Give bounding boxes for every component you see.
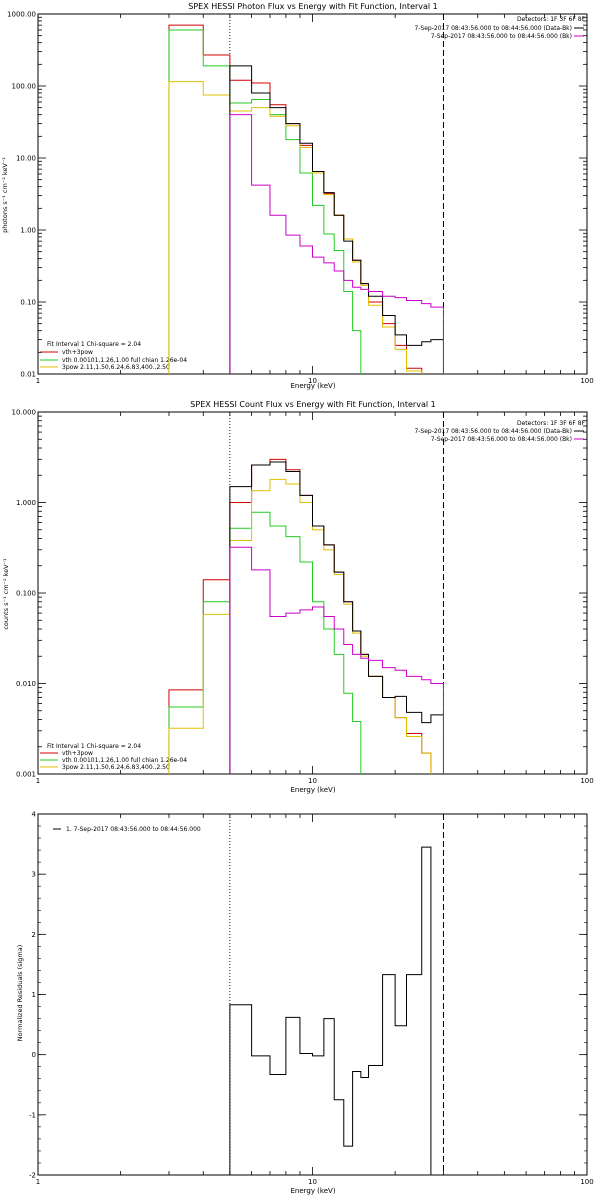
count-y-tick-label: 10.000 <box>12 409 37 417</box>
count-series-vth <box>168 511 444 774</box>
resid-ylabel: Normalized Residuals (sigma) <box>16 945 24 1042</box>
photon-title: SPEX HESSI Photon Flux vs Energy with Fi… <box>188 2 438 11</box>
count-x-tick-label: 100 <box>580 777 593 785</box>
count-series-fit <box>168 458 444 774</box>
count-detectors: Detectors: 1F 3F 6F 8F <box>517 420 586 427</box>
photon-legend-vth: vth 0.00101,1.26,1.00 full chian 1.26e-0… <box>62 357 187 364</box>
count-series-pow <box>168 478 444 774</box>
resid-x-tick-label: 100 <box>580 1178 593 1186</box>
photon-fit-interval: Fit Interval 1 Chi-square = 2.04 <box>47 341 141 348</box>
photon-x-tick-label: 1 <box>36 377 40 385</box>
resid-y-tick-label: 3 <box>32 871 36 879</box>
count-ylabel: counts s⁻¹ cm⁻² keV⁻¹ <box>2 558 10 630</box>
count-series-bk <box>229 546 444 774</box>
count-legend-pow: 3pow 2.11,1.50,6.24,6.83,400.,2.50 <box>62 764 170 771</box>
resid-legend: 1. 7-Sep-2017 08:43:56.000 to 08:44:56.0… <box>66 826 201 833</box>
resid-y-tick-label: -1 <box>29 1111 36 1119</box>
resid-x-tick-label: 1 <box>36 1178 40 1186</box>
photon-series-group <box>168 24 444 374</box>
photon-legend-fit: vth+3pow <box>62 349 93 356</box>
resid-series-group <box>229 846 444 1175</box>
photon-y-tick-label: 1.00 <box>20 227 36 235</box>
count-legend-fit: vth+3pow <box>62 750 93 757</box>
photon-y-tick-label: 100.00 <box>12 83 37 91</box>
photon-x-tick-label: 10 <box>308 377 317 385</box>
photon-series-vth <box>168 29 444 374</box>
count-time-bk: 7-Sep-2017 08:43:56.000 to 08:44:56.000 … <box>431 436 572 443</box>
count-y-tick-label: 0.100 <box>16 590 36 598</box>
resid-y-tick-label: 4 <box>32 811 37 819</box>
photon-time-bk: 7-Sep-2017 08:43:56.000 to 08:44:56.000 … <box>431 33 572 40</box>
photon-time-data: 7-Sep-2017 08:43:56.000 to 08:44:56.000 … <box>414 25 572 32</box>
count-panel: SPEX HESSI Count Flux vs Energy with Fit… <box>2 400 586 794</box>
resid-frame <box>37 813 588 1176</box>
count-x-tick-label: 10 <box>308 777 317 785</box>
count-series-group <box>168 458 444 774</box>
resid-plot-area: 1 10 100 -2 -1 0 1 2 3 4 <box>29 811 594 1187</box>
count-x-tick-label: 1 <box>36 777 40 785</box>
photon-series-bk <box>229 114 444 374</box>
resid-x-tick-label: 10 <box>308 1178 317 1186</box>
resid-y-tick-label: 0 <box>32 1051 36 1059</box>
photon-plot-area: 1 10 100 0.01 0.10 1.00 10.00 100.00 1000.00 <box>7 11 594 386</box>
photon-panel: SPEX HESSI Photon Flux vs Energy with Fi… <box>1 2 586 390</box>
count-time-data: 7-Sep-2017 08:43:56.000 to 08:44:56.000 … <box>414 428 572 435</box>
photon-y-tick-label: 0.10 <box>20 299 36 307</box>
count-series-data <box>229 461 444 774</box>
resid-y-tick-label: 2 <box>32 931 36 939</box>
count-y-tick-label: 0.001 <box>16 771 36 779</box>
resid-y-tick-label: 1 <box>32 991 36 999</box>
count-y-tick-label: 1.000 <box>16 499 36 507</box>
photon-series-pow <box>168 81 444 374</box>
photon-series-fit <box>168 24 444 374</box>
photon-y-tick-label: 0.01 <box>20 371 36 379</box>
resid-series-data <box>229 846 444 1175</box>
photon-y-tick-label: 1000.00 <box>7 11 36 19</box>
photon-ylabel: photons s⁻¹ cm⁻² keV⁻¹ <box>1 157 9 233</box>
count-xlabel: Energy (keV) <box>290 786 335 794</box>
residuals-panel: 1. 7-Sep-2017 08:43:56.000 to 08:44:56.0… <box>16 826 336 1195</box>
count-legend-vth: vth 0.00101,1.26,1.00 full chian 1.26e-0… <box>62 757 187 764</box>
count-title: SPEX HESSI Count Flux vs Energy with Fit… <box>190 400 435 409</box>
photon-detectors: Detectors: 1F 3F 6F 8F <box>517 16 586 23</box>
resid-y-tick-label: -2 <box>29 1172 36 1180</box>
photon-xlabel: Energy (keV) <box>290 382 335 390</box>
photon-x-tick-label: 100 <box>580 377 593 385</box>
photon-y-tick-label: 10.00 <box>16 155 36 163</box>
count-plot-area: 1 10 100 0.001 0.010 0.100 1.000 10.000 <box>12 409 594 786</box>
count-y-tick-label: 0.010 <box>16 680 36 688</box>
resid-xlabel: Energy (keV) <box>290 1187 335 1195</box>
photon-series-data <box>229 65 444 374</box>
count-fit-interval: Fit Interval 1 Chi-square = 2.04 <box>47 743 141 750</box>
photon-legend-pow: 3pow 2.11,1.50,6.24,6.83,400.,2.50 <box>62 364 170 371</box>
